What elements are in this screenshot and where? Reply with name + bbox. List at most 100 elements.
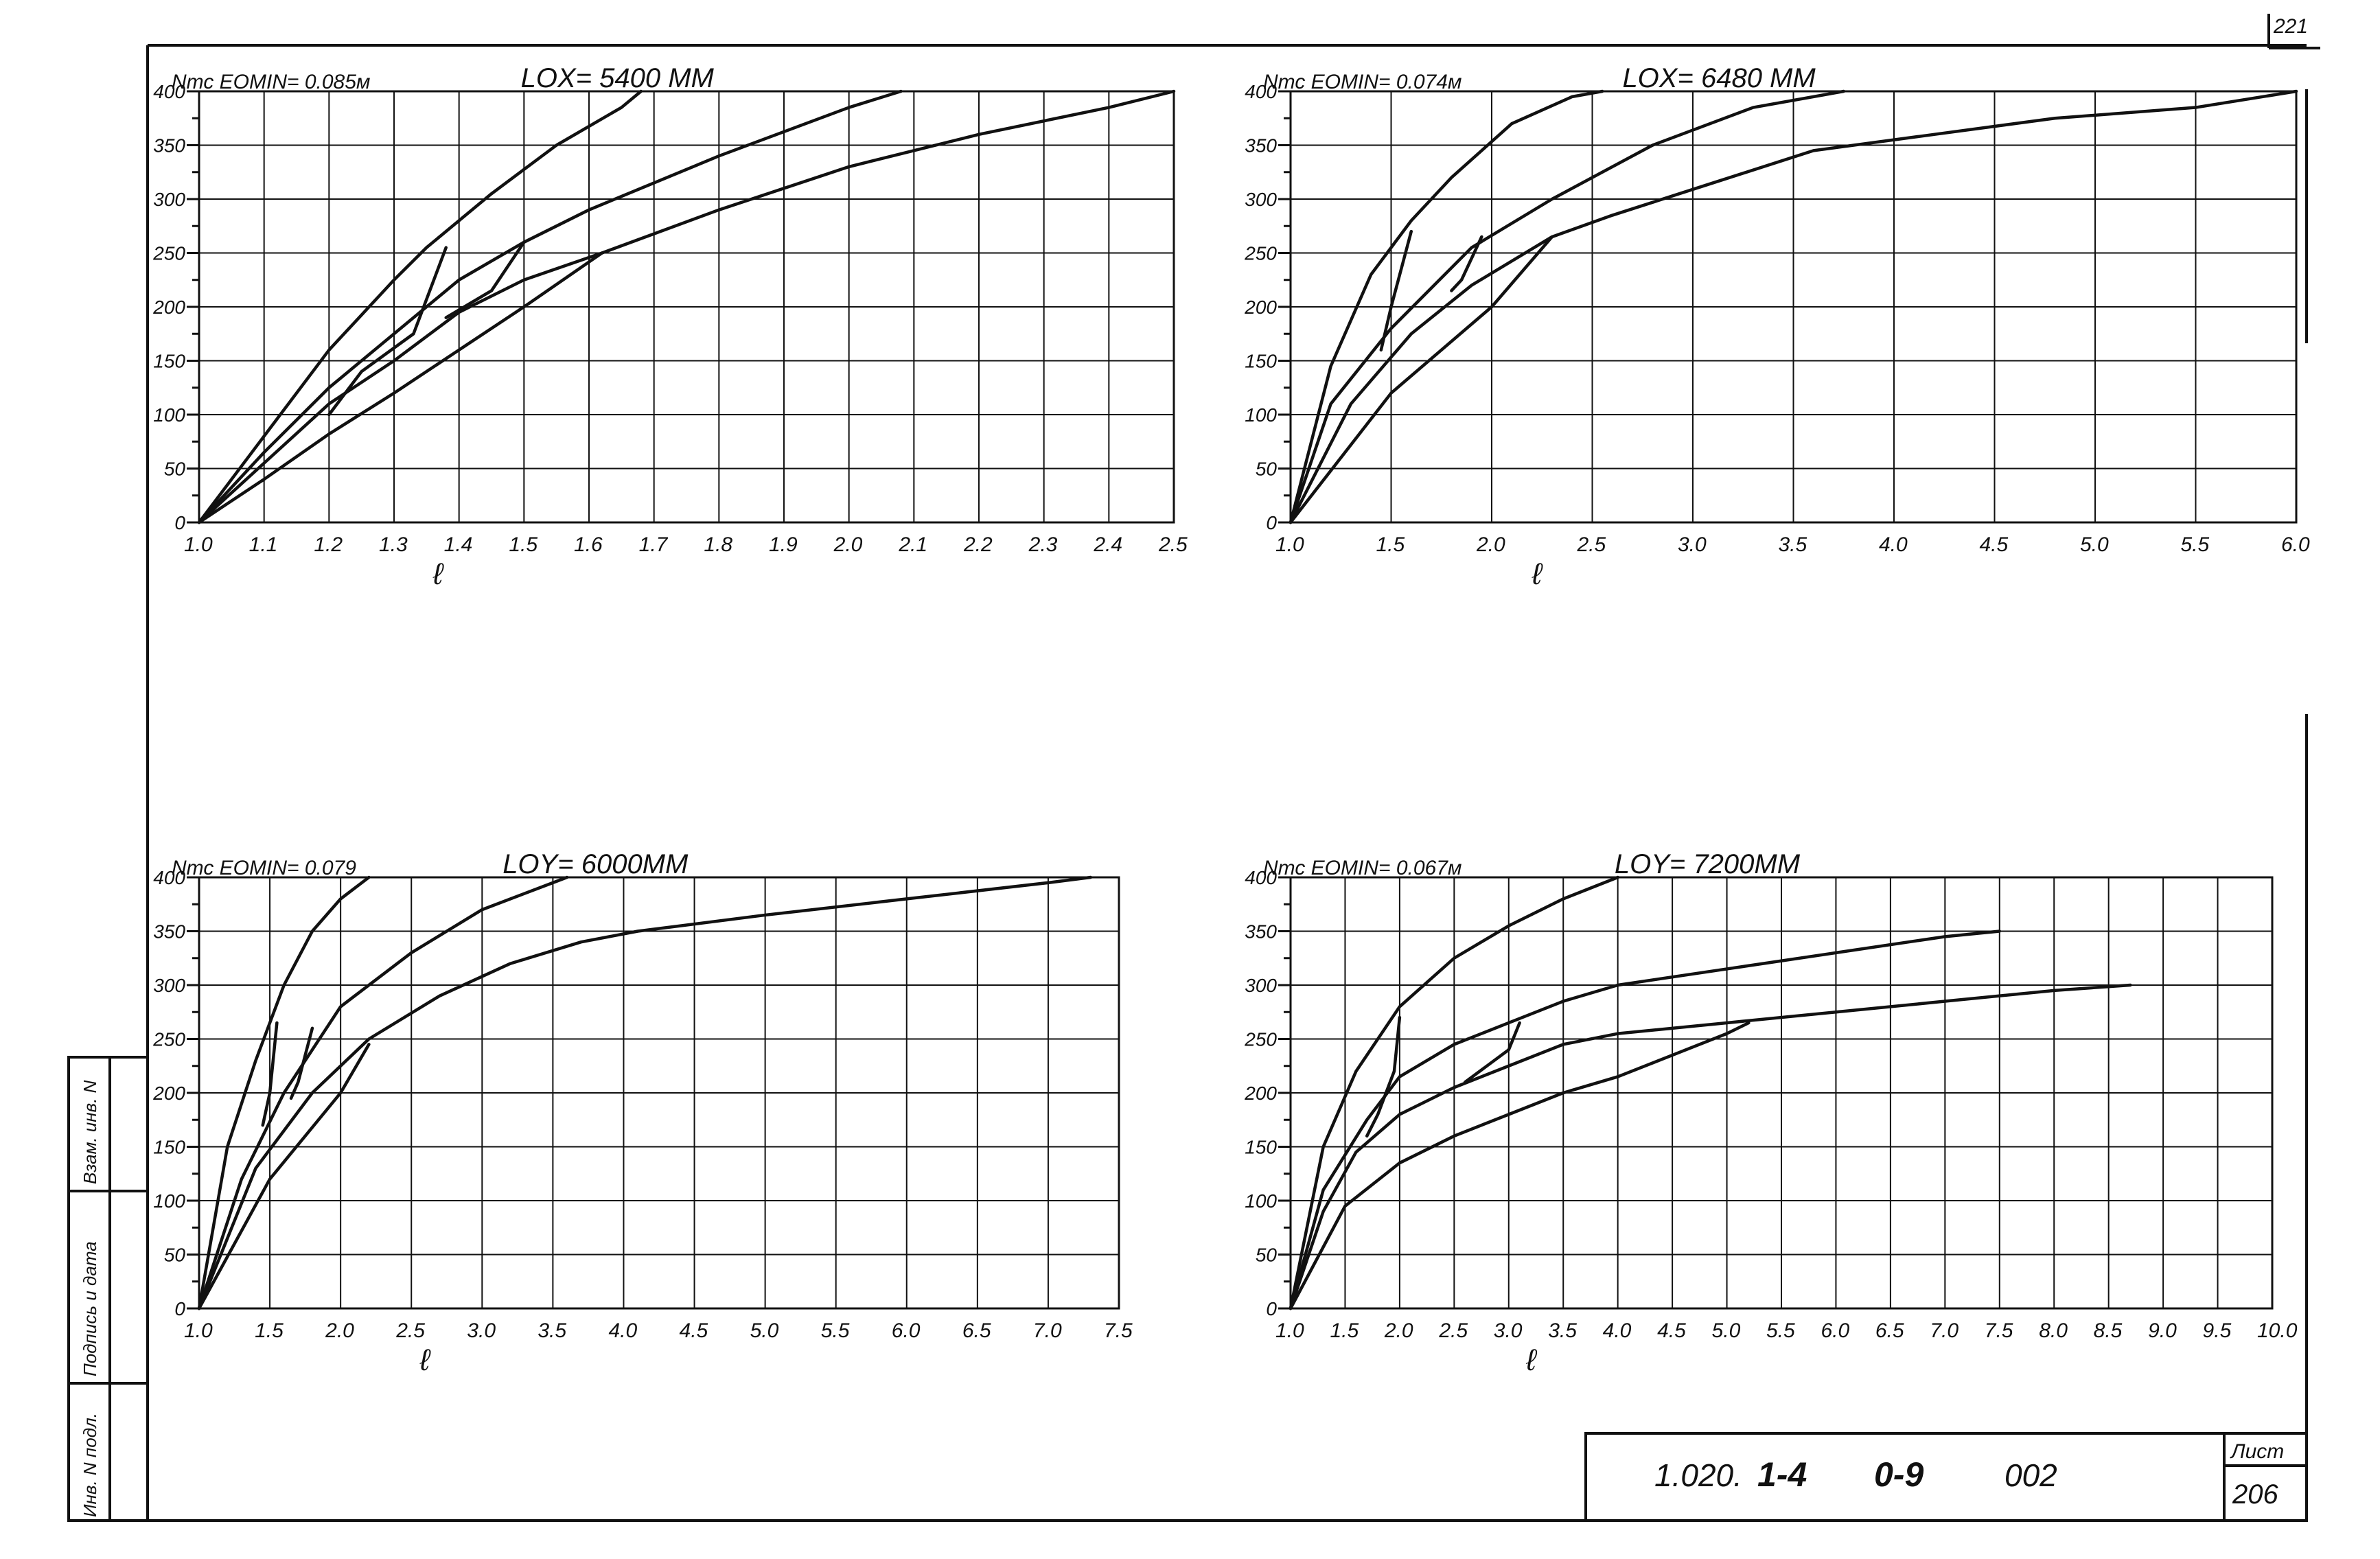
x-tick-label: 3.0 xyxy=(467,1319,496,1342)
x-tick-label: 9.0 xyxy=(2148,1319,2177,1342)
y-tick-label: 300 xyxy=(1245,975,1277,996)
x-tick-label: 8.0 xyxy=(2039,1319,2068,1342)
x-tick-label: 6.5 xyxy=(962,1319,991,1342)
y-tick-label: 400 xyxy=(153,867,185,888)
curve-series-3 xyxy=(1289,983,2132,1310)
x-tick-label: 10.0 xyxy=(2257,1319,2298,1342)
x-tick-label: 3.5 xyxy=(1779,533,1807,556)
y-tick-label: 350 xyxy=(1245,921,1277,943)
plot-area-frame xyxy=(1289,90,2298,524)
x-tick-label: 5.5 xyxy=(821,1319,850,1342)
chart-lox-6480: 1.0 1.5 2.0 2.5 3.0 3.5 4.0 4.5 5.0 5.5 6.0 0 50 100 1… xyxy=(1244,63,2310,591)
x-tick-label: 5.0 xyxy=(1712,1319,1741,1342)
stamp-field-signature-date: Подпись и дата xyxy=(80,1241,100,1376)
y-tick-label: 200 xyxy=(152,1083,185,1104)
chart-title: LOX= 5400 ММ xyxy=(521,63,715,93)
y-tick-label: 150 xyxy=(1245,1137,1277,1158)
sheet-number: 206 xyxy=(2232,1479,2278,1510)
x-tick-label: 1.5 xyxy=(1330,1319,1359,1342)
x-tick-label: 1.7 xyxy=(639,533,669,556)
curve-series-4 xyxy=(197,1043,371,1310)
x-tick-label: 2.5 xyxy=(1438,1319,1468,1342)
y-tick-label: 300 xyxy=(153,975,185,996)
curve-series-1 xyxy=(197,89,643,524)
x-axis-label: ℓ xyxy=(1525,1343,1537,1377)
x-tick-label: 3.0 xyxy=(1494,1319,1523,1342)
stamp-field-replaced-inv-no: Взам. инв. N xyxy=(80,1080,100,1184)
curve-series-2 xyxy=(197,89,903,524)
x-tick-label: 1.0 xyxy=(184,533,213,556)
y-tick-label: 0 xyxy=(1266,512,1277,533)
chart-loy-6000: 1.0 1.5 2.0 2.5 3.0 3.5 4.0 4.5 5.0 5.5 6.0 6.5 7.0 7… xyxy=(152,849,1133,1377)
x-tick-label: 2.0 xyxy=(1476,533,1505,556)
x-tick-label: 2.3 xyxy=(1028,533,1058,556)
x-tick-label: 1.0 xyxy=(1275,1319,1304,1342)
chart-lox-5400: 1.0 1.1 1.2 1.3 1.4 1.5 1.6 1.7 1.8 1.9 2.0 2.1 2.2 2… xyxy=(152,63,1188,591)
chart-note: Nтс EOMIN= 0.079 xyxy=(172,857,356,879)
x-tick-label: 9.5 xyxy=(2203,1319,2232,1342)
x-tick-label: 4.5 xyxy=(1657,1319,1686,1342)
y-tick-label: 250 xyxy=(1244,1029,1277,1050)
curve-series-5 xyxy=(327,246,448,417)
x-tick-label: 2.5 xyxy=(1577,533,1606,556)
y-tick-label: 50 xyxy=(1256,459,1278,480)
y-tick-label: 350 xyxy=(1245,135,1277,157)
plot-area-frame xyxy=(1289,876,2274,1310)
x-tick-label: 1.4 xyxy=(444,533,473,556)
stamp-field-inv-no: Инв. N подл. xyxy=(80,1413,100,1517)
y-tick-label: 400 xyxy=(1245,867,1277,888)
curve-series-1 xyxy=(1289,89,1604,524)
y-tick-label: 250 xyxy=(152,243,185,264)
curve-series-4 xyxy=(197,251,604,524)
x-tick-label: 1.9 xyxy=(769,533,798,556)
curve-series-1 xyxy=(1289,875,1619,1310)
y-tick-label: 250 xyxy=(152,1029,185,1050)
y-tick-label: 150 xyxy=(1245,351,1277,372)
y-tick-label: 100 xyxy=(1245,1190,1277,1212)
plot-area-frame xyxy=(198,876,1120,1310)
y-tick-label: 100 xyxy=(153,1190,185,1212)
y-tick-label: 100 xyxy=(1245,404,1277,426)
x-tick-label: 1.8 xyxy=(704,533,732,556)
chart-title: LOX= 6480 ММ xyxy=(1622,63,1816,93)
y-tick-label: 150 xyxy=(153,1137,185,1158)
y-tick-label: 350 xyxy=(153,135,185,157)
curve-series-6 xyxy=(289,1026,314,1100)
curve-series-4 xyxy=(1289,235,1554,524)
x-tick-label: 4.5 xyxy=(1980,533,2009,556)
x-tick-label: 6.0 xyxy=(1821,1319,1849,1342)
x-tick-label: 5.0 xyxy=(750,1319,779,1342)
x-tick-label: 2.5 xyxy=(395,1319,425,1342)
y-tick-label: 200 xyxy=(152,297,185,318)
chart-note: Nтс EOMIN= 0.085м xyxy=(172,71,370,93)
x-tick-label: 1.5 xyxy=(509,533,538,556)
x-tick-label: 1.0 xyxy=(1275,533,1304,556)
designation-code-number: 002 xyxy=(2004,1457,2057,1493)
chart-note: Nтс EOMIN= 0.074м xyxy=(1263,71,1461,93)
page-number: 221 xyxy=(2273,15,2308,38)
y-tick-label: 400 xyxy=(153,81,185,102)
y-tick-label: 150 xyxy=(153,351,185,372)
y-tick-label: 50 xyxy=(164,459,186,480)
x-tick-label: 2.1 xyxy=(898,533,927,556)
y-tick-label: 0 xyxy=(1266,1298,1277,1319)
x-tick-label: 7.5 xyxy=(1985,1319,2013,1342)
x-tick-label: 1.3 xyxy=(379,533,408,556)
designation-code-issue: 0-9 xyxy=(1874,1455,1923,1494)
curve-series-6 xyxy=(444,240,526,319)
x-axis-label: ℓ xyxy=(1532,557,1543,591)
x-tick-label: 1.0 xyxy=(184,1319,213,1342)
curve-series-5 xyxy=(1365,1015,1402,1138)
x-tick-label: 1.5 xyxy=(255,1319,284,1342)
x-tick-label: 6.0 xyxy=(892,1319,921,1342)
chart-note: Nтс EOMIN= 0.067м xyxy=(1263,857,1461,879)
curve-series-2 xyxy=(1289,89,1845,524)
y-tick-label: 50 xyxy=(164,1245,186,1266)
y-tick-label: 0 xyxy=(174,1298,185,1319)
x-tick-label: 6.5 xyxy=(1875,1319,1904,1342)
x-tick-label: 8.5 xyxy=(2094,1319,2123,1342)
y-tick-label: 200 xyxy=(1244,1083,1277,1104)
x-tick-label: 5.0 xyxy=(2080,533,2109,556)
curve-series-6 xyxy=(1450,235,1483,292)
